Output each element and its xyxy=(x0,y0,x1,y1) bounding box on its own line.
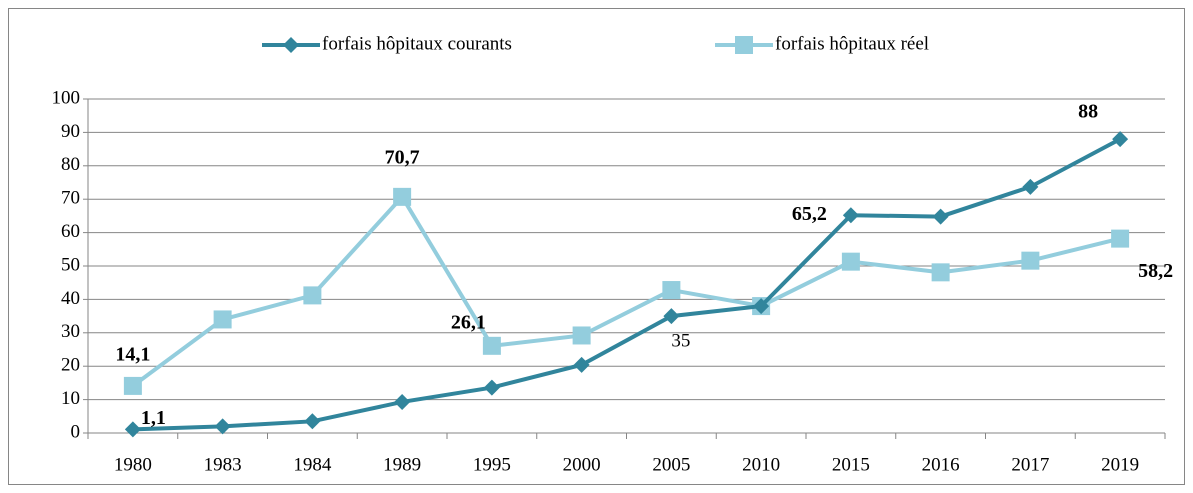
legend-label: forfais hôpitaux courants xyxy=(322,33,512,54)
point xyxy=(483,379,500,396)
point xyxy=(393,187,412,206)
point xyxy=(932,208,949,225)
chart-frame xyxy=(8,8,1185,485)
x-tick-label: 2000 xyxy=(563,454,601,475)
point xyxy=(303,286,322,305)
legend-marker xyxy=(283,37,299,53)
y-tick-label: 20 xyxy=(61,355,80,376)
y-tick-label: 0 xyxy=(71,421,81,442)
data-label: 88 xyxy=(1078,101,1098,123)
y-tick-label: 40 xyxy=(61,288,80,309)
data-label: 35 xyxy=(671,330,690,351)
x-tick-label: 2010 xyxy=(742,454,780,475)
y-tick-label: 90 xyxy=(61,121,80,142)
data-label: 65,2 xyxy=(792,203,827,225)
legend-label: forfais hôpitaux réel xyxy=(775,33,929,54)
point xyxy=(842,207,859,224)
x-tick-label: 1983 xyxy=(204,454,242,475)
x-tick-label: 2015 xyxy=(832,454,870,475)
y-tick-label: 60 xyxy=(61,221,80,242)
x-tick-label: 2019 xyxy=(1101,454,1139,475)
point xyxy=(482,336,501,355)
legend-item: forfais hôpitaux courants xyxy=(262,33,512,54)
data-label: 1,1 xyxy=(141,407,166,429)
x-tick-label: 2017 xyxy=(1011,454,1049,475)
x-tick-label: 1980 xyxy=(114,454,152,475)
y-tick-label: 100 xyxy=(52,87,81,108)
point xyxy=(304,413,321,430)
point xyxy=(572,326,591,345)
point xyxy=(1021,251,1040,270)
point xyxy=(662,281,681,300)
point xyxy=(1111,229,1130,248)
series-line xyxy=(132,137,1122,432)
point xyxy=(1022,178,1039,195)
point xyxy=(123,376,142,395)
point xyxy=(753,298,770,315)
y-tick-label: 30 xyxy=(61,321,80,342)
x-tick-label: 1984 xyxy=(293,454,332,475)
data-label: 14,1 xyxy=(115,343,150,365)
point xyxy=(214,418,231,435)
series-line xyxy=(131,193,1121,388)
y-tick-label: 80 xyxy=(61,154,80,175)
y-tick-label: 10 xyxy=(61,388,80,409)
x-tick-label: 1989 xyxy=(383,454,421,475)
legend-item: forfais hôpitaux réel xyxy=(715,33,929,54)
point xyxy=(663,308,680,325)
point xyxy=(124,421,141,438)
point xyxy=(1112,131,1129,148)
data-label: 70,7 xyxy=(385,146,420,168)
x-tick-label: 2016 xyxy=(922,454,960,475)
legend-marker xyxy=(735,36,753,54)
data-label: 26,1 xyxy=(451,311,486,333)
point xyxy=(213,310,232,329)
x-tick-label: 1995 xyxy=(473,454,511,475)
y-tick-label: 70 xyxy=(61,188,80,209)
x-tick-label: 2005 xyxy=(652,454,690,475)
point xyxy=(931,263,950,282)
point xyxy=(394,393,411,410)
point xyxy=(841,252,860,271)
y-tick-label: 50 xyxy=(61,254,80,275)
data-label: 58,2 xyxy=(1138,260,1173,282)
point xyxy=(573,356,590,373)
